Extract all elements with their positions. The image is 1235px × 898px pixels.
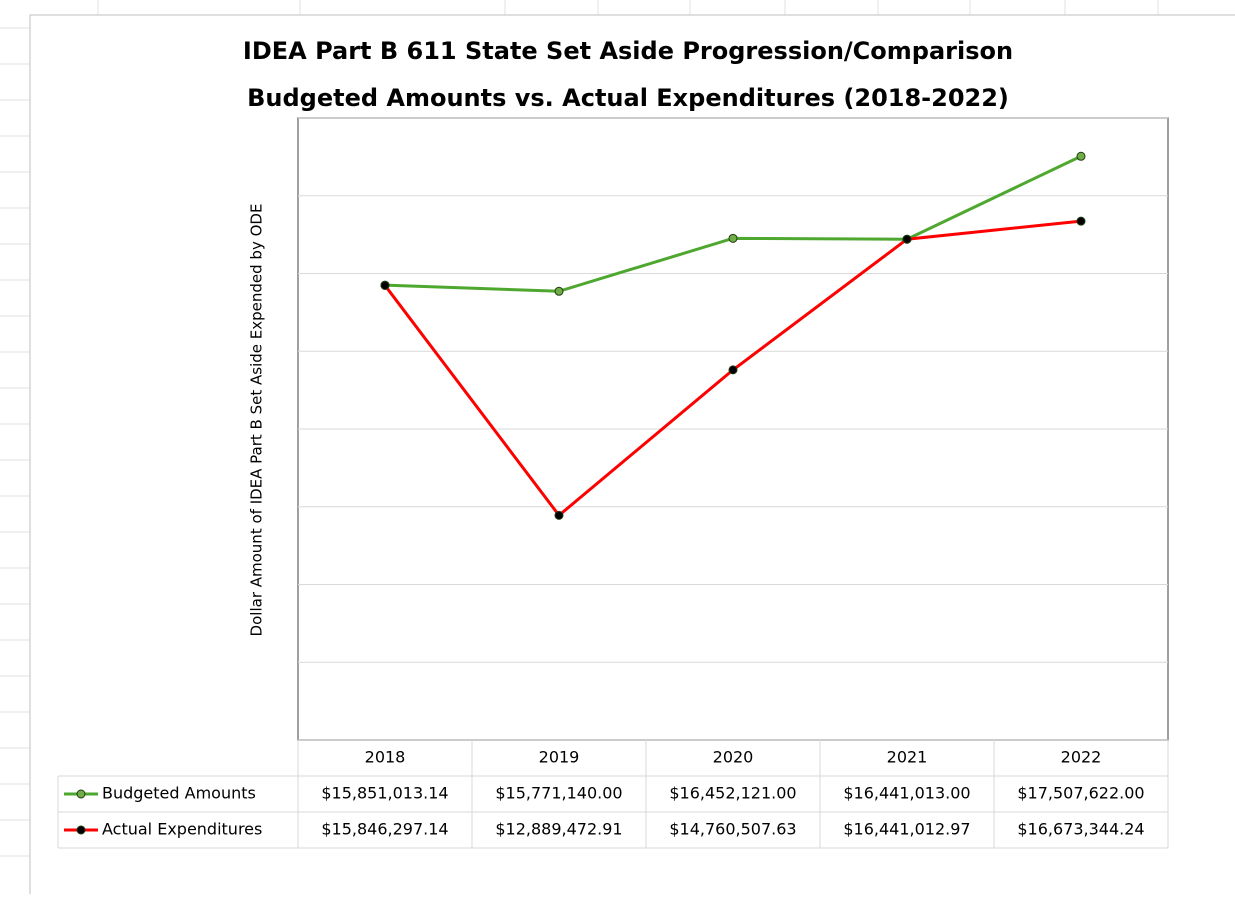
data-point	[728, 233, 738, 243]
data-point	[1076, 151, 1086, 161]
chart-subtitle: Budgeted Amounts vs. Actual Expenditures…	[247, 84, 1009, 112]
y-axis-label: Dollar Amount of IDEA Part B Set Aside E…	[248, 204, 266, 637]
x-tick-label: 2019	[539, 748, 580, 767]
table-value: $12,889,472.91	[495, 820, 622, 839]
legend-marker	[76, 789, 86, 799]
x-tick-label: 2021	[887, 748, 928, 767]
table-value: $15,846,297.14	[321, 820, 448, 839]
data-point	[1076, 216, 1086, 226]
x-tick-label: 2020	[713, 748, 754, 767]
data-point	[902, 234, 912, 244]
table-value: $14,760,507.63	[669, 820, 796, 839]
table-value: $16,673,344.24	[1017, 820, 1144, 839]
legend-label: Actual Expenditures	[102, 820, 262, 839]
table-value: $17,507,622.00	[1017, 784, 1144, 803]
data-point	[554, 510, 564, 520]
table-value: $15,851,013.14	[321, 784, 448, 803]
legend-marker	[76, 825, 86, 835]
x-tick-label: 2022	[1061, 748, 1102, 767]
spreadsheet-grid	[0, 0, 1159, 857]
table-value: $16,452,121.00	[669, 784, 796, 803]
x-tick-label: 2018	[365, 748, 406, 767]
table-value: $16,441,013.00	[843, 784, 970, 803]
table-value: $16,441,012.97	[843, 820, 970, 839]
chart-title: IDEA Part B 611 State Set Aside Progress…	[243, 37, 1013, 65]
data-point	[554, 286, 564, 296]
data-point	[728, 365, 738, 375]
legend-label: Budgeted Amounts	[102, 784, 256, 803]
data-point	[380, 280, 390, 290]
table-value: $15,771,140.00	[495, 784, 622, 803]
